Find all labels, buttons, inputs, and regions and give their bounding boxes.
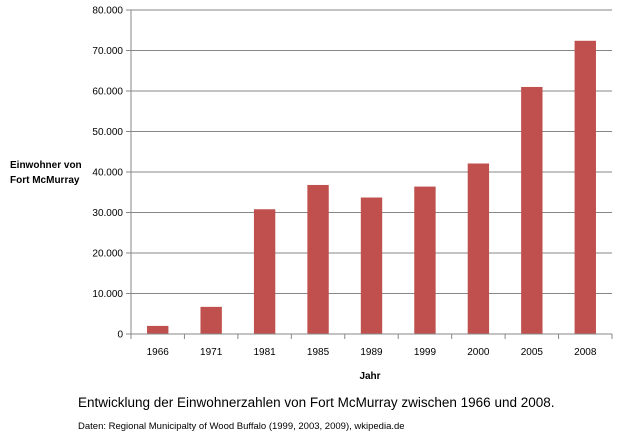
x-tick-label: 1966	[147, 347, 170, 358]
bar-1985	[307, 184, 329, 334]
x-axis-label: Jahr	[359, 371, 380, 382]
x-tick-label: 1999	[414, 347, 437, 358]
x-tick-label: 2000	[467, 347, 490, 358]
y-tick-label: 50.000	[92, 127, 123, 138]
x-tick-label: 2005	[521, 347, 544, 358]
y-tick-label: 20.000	[92, 249, 123, 260]
x-tick-label: 1981	[253, 347, 276, 358]
x-tick-label: 2008	[574, 347, 597, 358]
y-axis-label-line-2: Fort McMurray	[10, 175, 80, 186]
y-tick-label: 10.000	[92, 289, 123, 300]
bar-1966	[147, 325, 169, 334]
bar-1989	[360, 197, 383, 334]
y-tick-label: 80.000	[92, 6, 123, 17]
axes: 0 10.000 20.000 30.000 40.000 50.000 60.000 70.…	[92, 6, 613, 358]
bar-2008	[574, 40, 596, 334]
y-tick-label: 60.000	[92, 87, 123, 98]
y-tick-label: 30.000	[92, 208, 123, 219]
bars	[147, 40, 596, 334]
bar-2000	[467, 163, 490, 334]
population-chart: 0 10.000 20.000 30.000 40.000 50.000 60.000 70.…	[10, 6, 613, 382]
y-tick-label: 70.000	[92, 46, 123, 57]
bar-2005	[521, 86, 543, 334]
y-tick-label: 0	[117, 330, 123, 341]
data-source-note: Daten: Regional Municipalty of Wood Buff…	[78, 421, 405, 432]
axis-labels: Einwohner von Fort McMurray Jahr	[10, 160, 381, 382]
x-tick-label: 1989	[360, 347, 383, 358]
x-tick-label: 1985	[307, 347, 330, 358]
x-tick-label: 1971	[200, 347, 223, 358]
y-axis-label-line-1: Einwohner von	[10, 160, 82, 171]
bar-1981	[253, 209, 276, 334]
y-tick-label: 40.000	[92, 168, 123, 179]
bar-1999	[414, 186, 436, 334]
bar-1971	[200, 306, 222, 334]
figure-caption: Entwicklung der Einwohnerzahlen von Fort…	[78, 395, 555, 410]
